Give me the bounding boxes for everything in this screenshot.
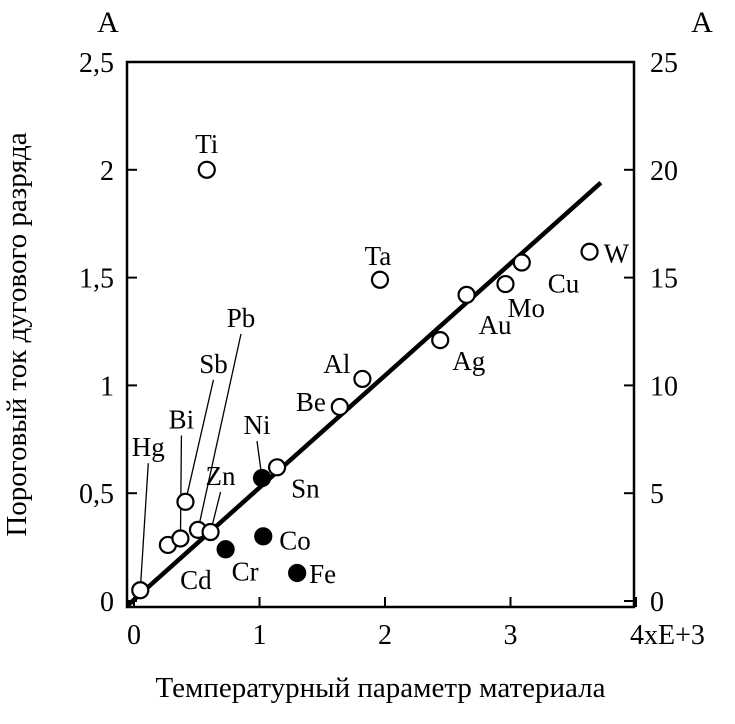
point-Al [353, 369, 372, 389]
point-label-Ta: Ta [365, 241, 392, 271]
point-label-Mo: Mo [507, 293, 545, 323]
y-tick-label-left-4: 2 [100, 156, 114, 187]
y-tick-label-right-3: 15 [650, 264, 678, 295]
point-label-Cd: Cd [180, 565, 212, 595]
point-label-Ag: Ag [452, 346, 485, 376]
point-Mo [496, 274, 515, 294]
x-tick-label-0: 0 [127, 620, 141, 651]
leader-line-Hg [139, 463, 149, 591]
point-Ta [370, 270, 390, 289]
y-tick-label-left-2: 1 [100, 371, 114, 402]
y-tick-label-right-5: 25 [650, 48, 678, 79]
point-label-Pb: Pb [227, 303, 256, 333]
point-label-Cr: Cr [232, 556, 259, 586]
leader-line-Pb [197, 333, 242, 530]
y-axis-unit-left: A [97, 6, 119, 39]
x-tick-label-4: 4xE+3 [630, 620, 705, 651]
point-Fe [288, 563, 307, 583]
point-label-Cu: Cu [548, 269, 580, 299]
leader-line-Bi [179, 435, 183, 539]
point-Cr [216, 540, 235, 559]
y-axis-unit-right: A [691, 6, 713, 39]
y-tick-label-right-0: 0 [650, 587, 664, 618]
leader-line-Sb [184, 379, 215, 502]
x-tick-label-2: 2 [378, 620, 392, 651]
point-label-Co: Co [279, 525, 311, 555]
point-label-Be: Be [296, 387, 326, 417]
point-Bi [171, 529, 190, 548]
y-tick-label-left-5: 2,5 [79, 48, 114, 79]
y-tick-label-left-3: 1,5 [79, 264, 114, 295]
y-axis-title: Пороговый ток дугового разряда [1, 132, 33, 536]
point-Sb [176, 492, 195, 511]
x-axis-title: Температурный параметр материала [156, 672, 606, 704]
point-label-Ni: Ni [244, 410, 271, 440]
y-tick-label-left-1: 0,5 [79, 479, 114, 510]
point-label-Al: Al [323, 349, 350, 379]
point-Co [254, 527, 273, 546]
point-label-W: W [604, 239, 630, 269]
x-tick-label-3: 3 [504, 620, 518, 651]
point-label-Sn: Sn [291, 473, 320, 503]
point-Hg [131, 581, 150, 600]
point-Zn [201, 522, 220, 542]
point-label-Au: Au [479, 310, 512, 340]
point-Au [457, 285, 476, 304]
point-label-Hg: Hg [132, 432, 165, 462]
plot-border [125, 60, 636, 609]
point-Ni [252, 469, 272, 488]
point-Be [330, 397, 349, 417]
point-Cu [512, 253, 531, 272]
y-tick-label-right-2: 10 [650, 371, 678, 402]
x-tick-label-1: 1 [253, 620, 267, 651]
point-label-Bi: Bi [169, 404, 195, 434]
y-tick-label-right-1: 5 [650, 479, 664, 510]
point-W [580, 242, 599, 261]
point-label-Fe: Fe [309, 559, 336, 589]
point-label-Zn: Zn [206, 461, 236, 491]
point-Ti [197, 160, 216, 179]
point-label-Ti: Ti [195, 129, 218, 159]
y-tick-label-left-0: 0 [100, 587, 114, 618]
point-Ag [431, 331, 450, 350]
y-tick-label-right-4: 20 [650, 156, 678, 187]
point-label-Sb: Sb [199, 349, 228, 379]
point-Sn [267, 458, 287, 477]
